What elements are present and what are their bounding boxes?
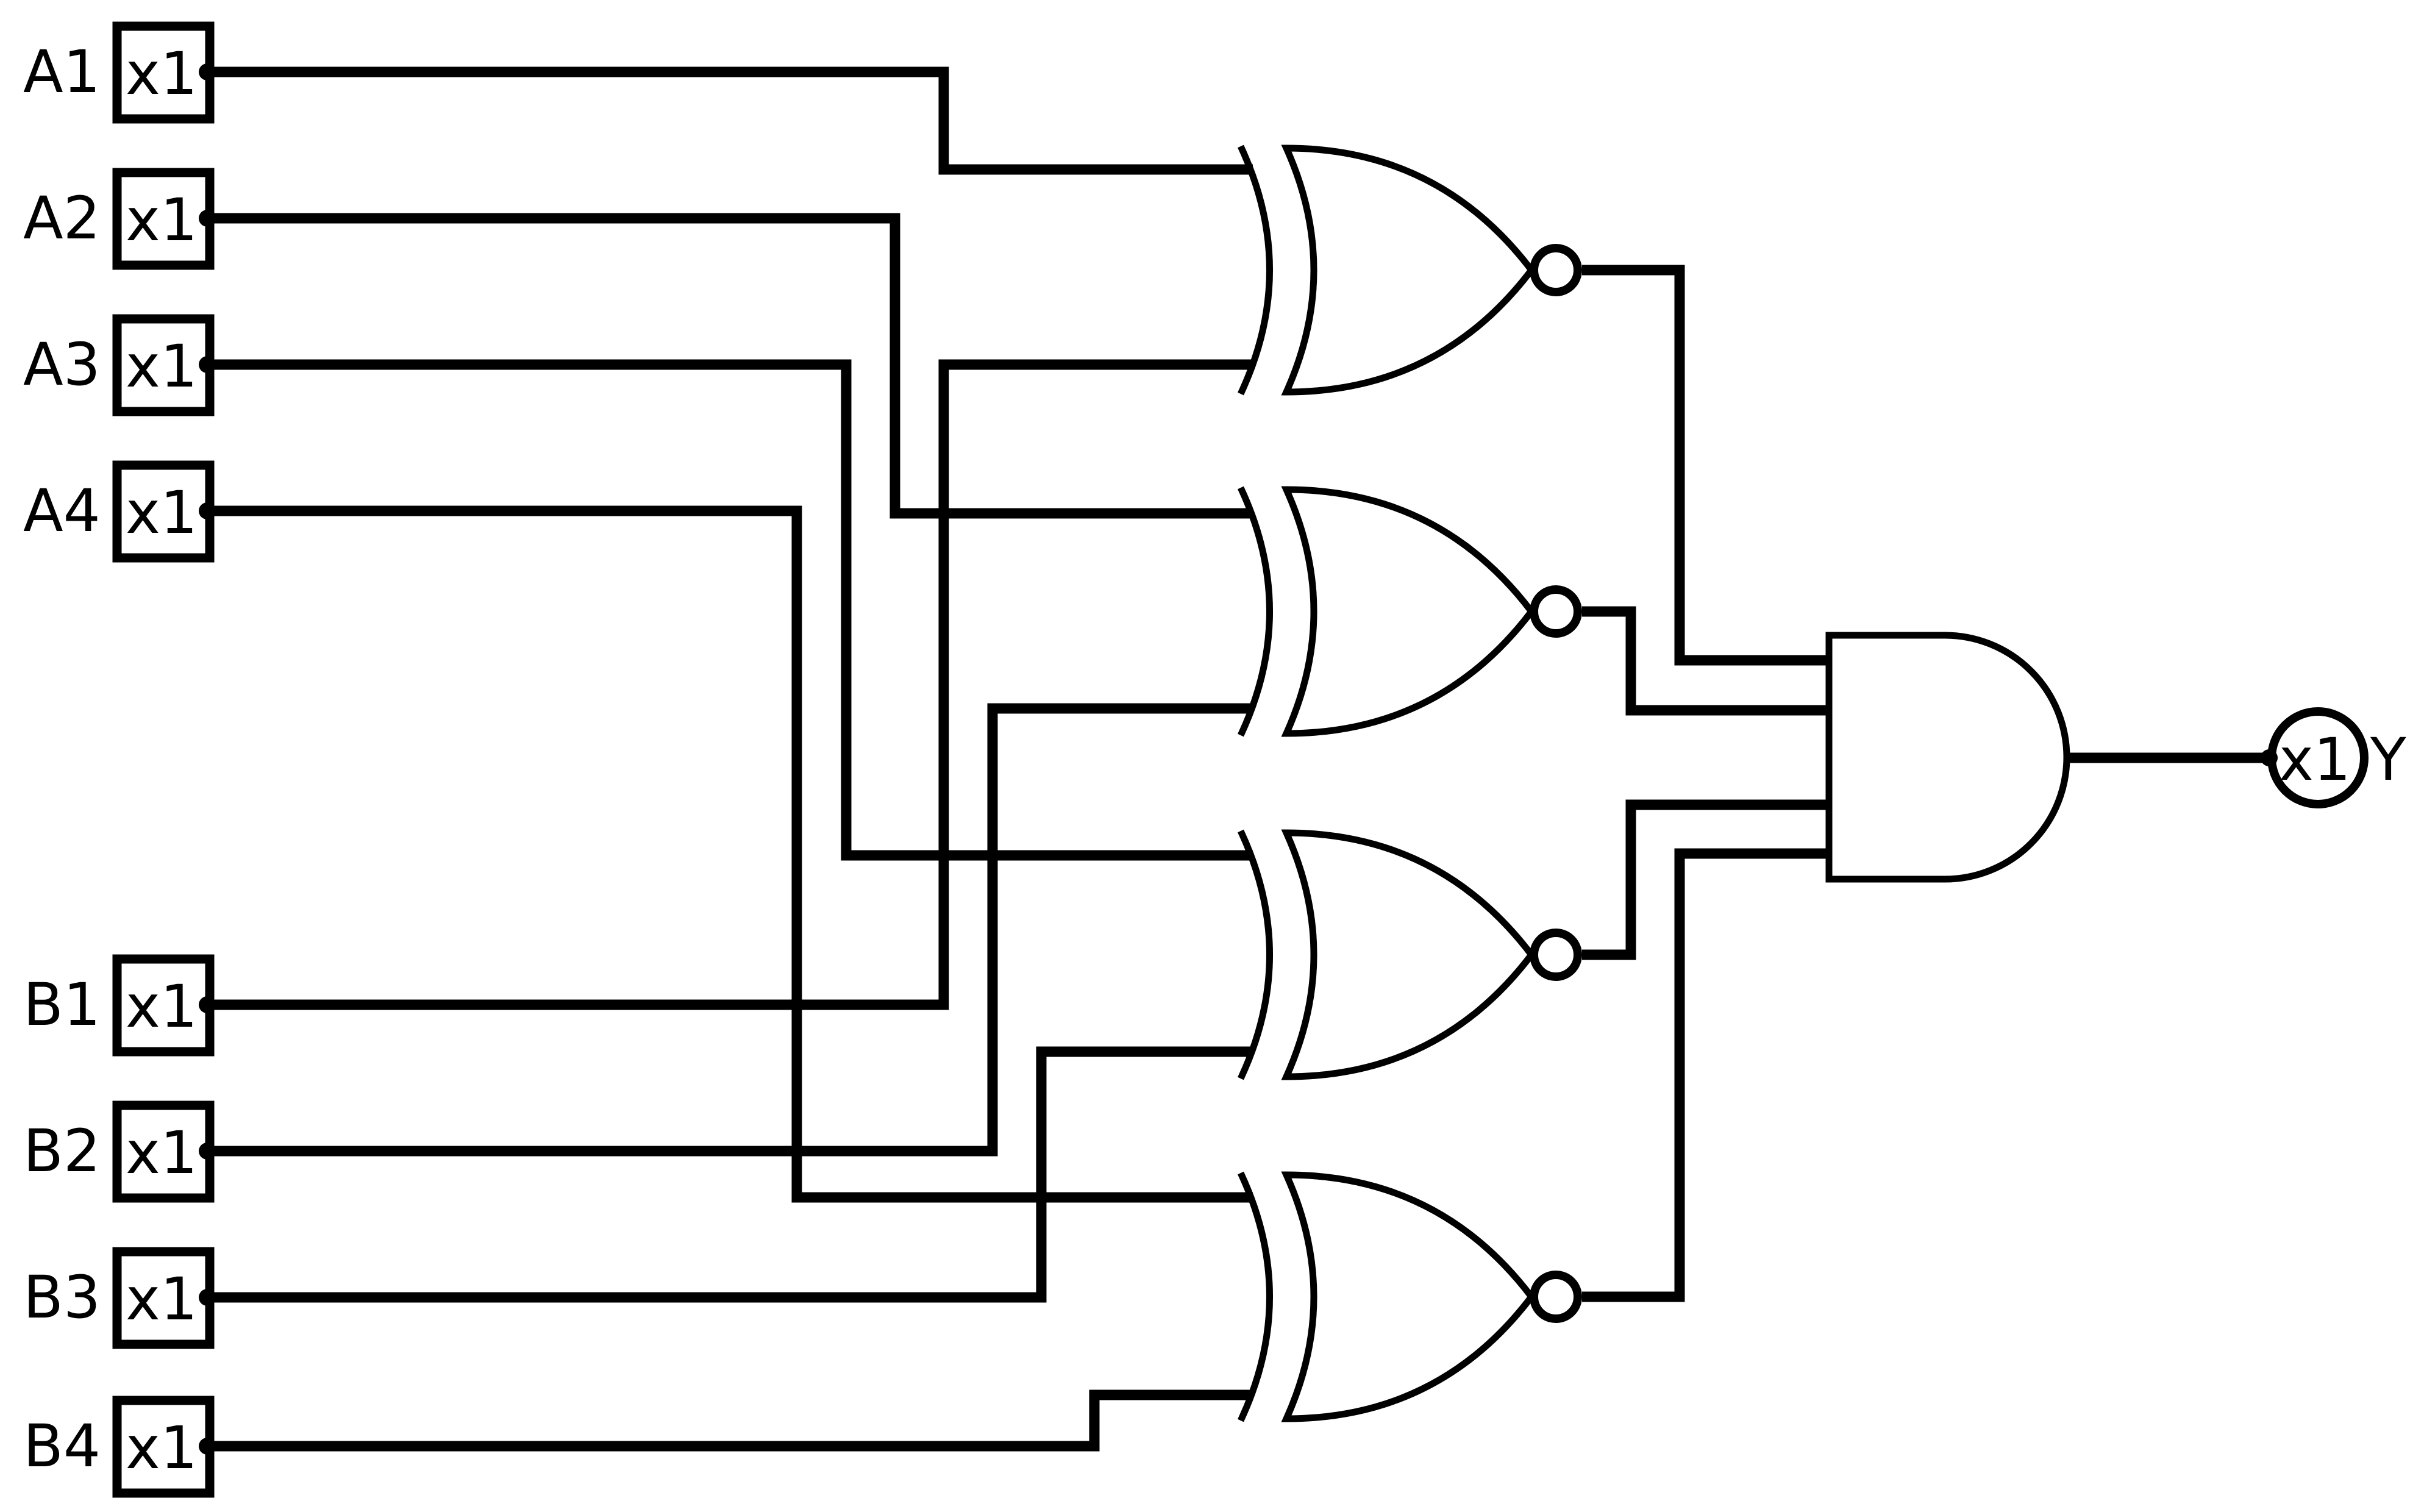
input-box-text-b4: x1 <box>126 1414 198 1482</box>
wire-b2 <box>207 703 1253 1157</box>
wires <box>207 66 2271 1452</box>
xnor-gate-3 <box>1238 829 1582 1080</box>
wire-xnor2-out <box>1582 606 1829 716</box>
wire-b4 <box>207 1389 1253 1452</box>
xnor-gate-4 <box>1238 1171 1582 1422</box>
input-box-text-a2: x1 <box>126 186 198 254</box>
wire-xnor1-out <box>1582 265 1829 666</box>
input-box-text-a4: x1 <box>126 479 198 547</box>
input-a4: A4 x1 <box>23 460 216 563</box>
wire-a1 <box>207 66 1253 175</box>
input-label-a1: A1 <box>23 38 101 106</box>
input-a1: A1 x1 <box>23 21 216 124</box>
input-label-a3: A3 <box>23 330 101 399</box>
wire-a2 <box>207 213 1253 519</box>
input-label-a4: A4 <box>23 477 101 545</box>
input-box-text-b1: x1 <box>126 972 198 1041</box>
input-label-b3: B3 <box>23 1263 101 1332</box>
output-y: x1 Y <box>2261 707 2406 808</box>
input-a2: A2 x1 <box>23 168 216 270</box>
xnor-gate-2 <box>1238 486 1582 737</box>
wire-b3 <box>207 1046 1253 1303</box>
input-label-b2: B2 <box>23 1117 101 1185</box>
input-b4: B4 x1 <box>23 1396 216 1498</box>
output-label-y: Y <box>2370 726 2406 794</box>
input-box-text-b2: x1 <box>126 1119 198 1187</box>
input-b3: B3 x1 <box>23 1247 216 1349</box>
wire-xnor4-out <box>1582 848 1829 1302</box>
input-box-text-b3: x1 <box>126 1265 198 1333</box>
wire-a3 <box>207 359 1253 861</box>
and-gate <box>1825 632 2070 883</box>
input-label-a2: A2 <box>23 184 101 252</box>
input-b1: B1 x1 <box>23 954 216 1057</box>
xnor-gate-1 <box>1238 144 1582 396</box>
wire-a4 <box>207 505 1253 1203</box>
input-label-b4: B4 <box>23 1412 101 1480</box>
wire-b1 <box>207 359 1253 1010</box>
input-label-b1: B1 <box>23 971 101 1039</box>
input-b2: B2 x1 <box>23 1100 216 1203</box>
input-box-text-a1: x1 <box>126 40 198 108</box>
output-box-text: x1 <box>2279 726 2351 794</box>
wire-xnor3-out <box>1582 799 1829 960</box>
input-box-text-a3: x1 <box>126 332 198 401</box>
input-a3: A3 x1 <box>23 314 216 416</box>
